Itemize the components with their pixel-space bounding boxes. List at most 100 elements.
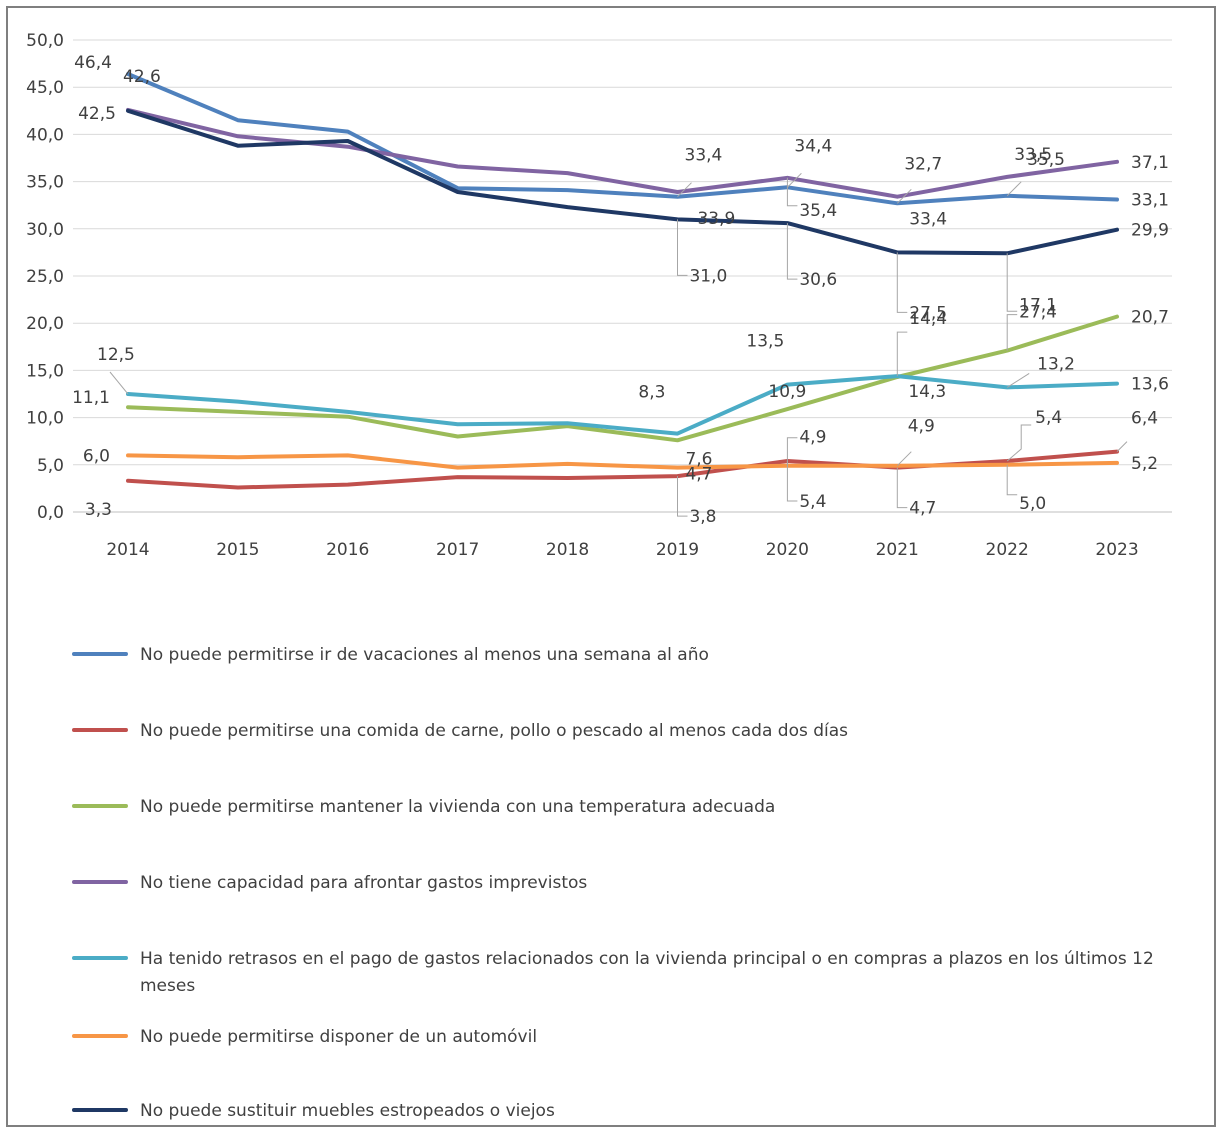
series-line-no-puede-permitirse-disponer-de-un-autom: [126, 453, 1119, 470]
legend-label-temperatura: No puede permitirse mantener la vivienda…: [140, 797, 776, 817]
data-label-no-puede-permitirse-mantener-la-vivienda: 7,6: [685, 449, 712, 469]
data-label-no-tiene-capacidad-para-afrontar-gastos-: 35,5: [1027, 150, 1065, 170]
series-line-no-puede-permitirse-mantener-la-vivienda: [126, 314, 1119, 443]
leader-line: [896, 467, 908, 509]
y-tick-label: 15,0: [26, 361, 64, 381]
series-line-ha-tenido-retrasos-en-el-pago-de-gastos-: [126, 374, 1119, 436]
data-label-no-puede-permitirse-disponer-de-un-autom: 4,9: [908, 417, 935, 437]
data-label-no-puede-sustituir-muebles-estropeados-o: 42,5: [78, 104, 116, 124]
legend-swatch-automovil: [72, 1034, 128, 1038]
data-label-no-puede-sustituir-muebles-estropeados-o: 29,9: [1131, 221, 1169, 241]
legend-label-muebles: No puede sustituir muebles estropeados o…: [140, 1101, 555, 1121]
data-label-no-puede-permitirse-mantener-la-vivienda: 11,1: [72, 388, 110, 408]
legend-label-automovil: No puede permitirse disponer de un autom…: [140, 1027, 538, 1047]
data-label-ha-tenido-retrasos-en-el-pago-de-gastos-: 14,4: [909, 309, 947, 329]
data-label-no-puede-permitirse-disponer-de-un-autom: 6,0: [83, 446, 110, 466]
y-tick-label: 0,0: [37, 503, 64, 523]
x-tick-label: 2020: [766, 540, 809, 560]
data-label-no-puede-permitirse-ir-de-vacaciones-al-: 32,7: [904, 154, 942, 174]
legend-item-comida: No puede permitirse una comida de carne,…: [72, 718, 1160, 745]
legend-swatch-muebles: [72, 1108, 128, 1112]
data-label-no-puede-permitirse-disponer-de-un-autom: 5,0: [1019, 494, 1046, 514]
leader-line: [896, 252, 908, 313]
line-chart: 0,0 5,0 10,0 15,0 20,0 25,0 30,0 35,0 40,0 45,0 50…: [26, 31, 1172, 560]
x-axis-ticks: 2014 2015 2016 2017 2018 2019 2020 2021 2022 2023: [106, 540, 1138, 560]
data-label-no-puede-permitirse-disponer-de-un-autom: 4,7: [685, 465, 712, 485]
y-axis-ticks: 0,0 5,0 10,0 15,0 20,0 25,0 30,0 35,0 40,0 45,0 50…: [26, 31, 64, 523]
data-label-no-puede-permitirse-una-comida-de-carne-: 5,4: [799, 492, 826, 512]
data-label-no-puede-permitirse-mantener-la-vivienda: 14,3: [908, 382, 946, 402]
legend-swatch-comida: [72, 728, 128, 732]
leader-line: [787, 172, 802, 188]
leader-line: [786, 437, 798, 466]
leader-line: [677, 182, 692, 198]
data-label-no-puede-permitirse-una-comida-de-carne-: 3,3: [85, 500, 112, 520]
leader-line: [896, 331, 908, 377]
data-label-no-puede-permitirse-disponer-de-un-autom: 4,9: [799, 428, 826, 448]
y-tick-label: 10,0: [26, 409, 64, 429]
legend-item-automovil: No puede permitirse disponer de un autom…: [72, 1024, 1160, 1051]
legend-label-retrasos: Ha tenido retrasos en el pago de gastos …: [140, 949, 1154, 996]
data-label-no-puede-permitirse-ir-de-vacaciones-al-: 46,4: [74, 53, 112, 73]
data-label-no-puede-sustituir-muebles-estropeados-o: 27,5: [909, 303, 947, 323]
data-label-no-puede-permitirse-ir-de-vacaciones-al-: 34,4: [794, 136, 832, 156]
leader-line: [1006, 253, 1018, 312]
x-tick-label: 2018: [546, 540, 589, 560]
leader-line: [896, 451, 912, 467]
y-tick-label: 40,0: [26, 125, 64, 145]
legend-swatch-imprevistos: [72, 880, 128, 884]
x-tick-label: 2019: [656, 540, 699, 560]
series-line-no-puede-sustituir-muebles-estropeados-o: [126, 108, 1119, 256]
data-label-no-puede-permitirse-ir-de-vacaciones-al-: 33,1: [1131, 191, 1169, 211]
data-label-no-puede-permitirse-mantener-la-vivienda: 17,1: [1019, 296, 1057, 316]
y-tick-label: 5,0: [37, 456, 64, 476]
data-label-no-tiene-capacidad-para-afrontar-gastos-: 35,4: [799, 201, 837, 221]
data-label-no-puede-sustituir-muebles-estropeados-o: 27,4: [1019, 302, 1057, 322]
leader-line: [786, 223, 798, 280]
legend-item-temperatura: No puede permitirse mantener la vivienda…: [72, 794, 1160, 821]
series-line-no-puede-permitirse-ir-de-vacaciones-al-: [126, 72, 1119, 206]
data-labels: 46,4 33,4 34,4 32,7 33,5 33,1 3,3 3,8 5,4 4,7 5,4 6…: [72, 53, 1169, 527]
data-label-ha-tenido-retrasos-en-el-pago-de-gastos-: 13,2: [1037, 354, 1075, 374]
legend-item-vacaciones: No puede permitirse ir de vacaciones al …: [72, 642, 1160, 669]
x-tick-label: 2022: [986, 540, 1029, 560]
leader-line: [786, 177, 798, 207]
y-tick-label: 50,0: [26, 31, 64, 51]
x-tick-label: 2015: [216, 540, 259, 560]
data-label-no-puede-permitirse-mantener-la-vivienda: 10,9: [768, 382, 806, 402]
leader-line: [677, 476, 688, 517]
data-label-no-tiene-capacidad-para-afrontar-gastos-: 33,4: [909, 210, 947, 230]
data-label-no-puede-permitirse-una-comida-de-carne-: 4,7: [909, 499, 936, 519]
data-label-ha-tenido-retrasos-en-el-pago-de-gastos-: 8,3: [638, 383, 665, 403]
data-label-no-tiene-capacidad-para-afrontar-gastos-: 42,6: [123, 67, 161, 87]
data-label-no-puede-permitirse-mantener-la-vivienda: 20,7: [1131, 308, 1169, 328]
gridlines: [73, 39, 1172, 513]
data-label-no-puede-permitirse-disponer-de-un-autom: 5,2: [1131, 454, 1158, 474]
data-label-ha-tenido-retrasos-en-el-pago-de-gastos-: 12,5: [97, 345, 135, 365]
leader-line: [1006, 372, 1030, 388]
data-label-ha-tenido-retrasos-en-el-pago-de-gastos-: 13,6: [1131, 375, 1169, 395]
y-tick-label: 25,0: [26, 267, 64, 287]
x-tick-label: 2023: [1095, 540, 1138, 560]
series-lines: [126, 72, 1119, 490]
x-tick-label: 2021: [876, 540, 919, 560]
label-leader-lines: [109, 172, 1128, 517]
data-label-no-tiene-capacidad-para-afrontar-gastos-: 33,9: [697, 209, 735, 229]
legend-swatch-vacaciones: [72, 652, 128, 656]
y-tick-label: 45,0: [26, 78, 64, 98]
legend-item-muebles: No puede sustituir muebles estropeados o…: [72, 1098, 1160, 1125]
leader-line: [1006, 314, 1018, 351]
leader-line: [1116, 441, 1128, 452]
leader-line: [1006, 424, 1032, 462]
data-label-no-puede-sustituir-muebles-estropeados-o: 31,0: [689, 266, 727, 286]
y-tick-label: 20,0: [26, 314, 64, 334]
leader-line: [677, 219, 688, 276]
data-label-no-puede-permitirse-ir-de-vacaciones-al-: 33,4: [685, 146, 723, 166]
leader-line: [1006, 464, 1018, 496]
y-tick-label: 35,0: [26, 173, 64, 193]
data-label-ha-tenido-retrasos-en-el-pago-de-gastos-: 13,5: [746, 332, 784, 352]
legend-label-comida: No puede permitirse una comida de carne,…: [140, 721, 849, 741]
leader-line: [896, 188, 912, 204]
legend-swatch-retrasos: [72, 956, 128, 960]
data-label-no-puede-sustituir-muebles-estropeados-o: 30,6: [799, 270, 837, 290]
